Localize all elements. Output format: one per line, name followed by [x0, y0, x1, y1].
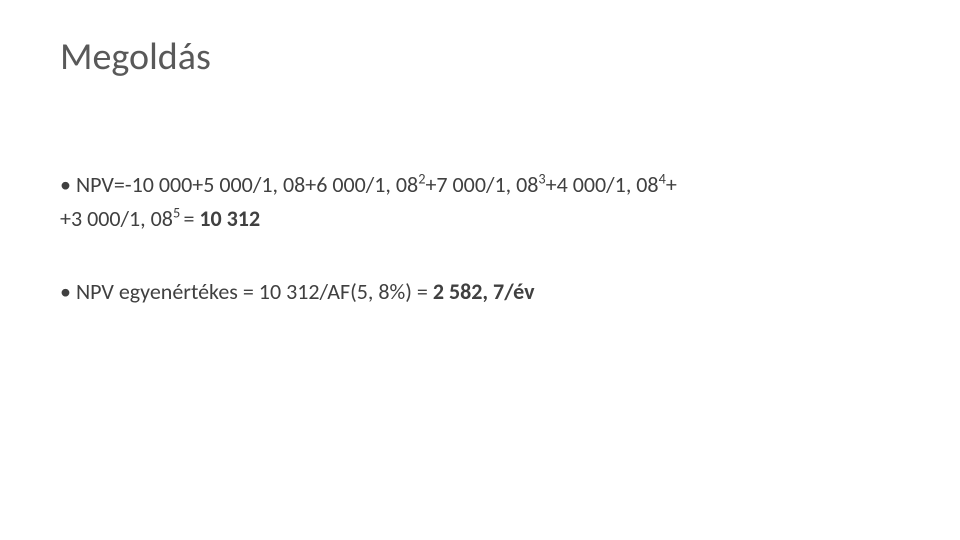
slide: Megoldás • NPV=-10 000+5 000/1, 08+6 000… — [0, 0, 960, 540]
bullet-icon: • — [60, 278, 76, 305]
bullet-icon: • — [60, 171, 76, 198]
body-line: • NPV egyenértékes = 10 312/AF(5, 8%) = … — [60, 277, 900, 307]
slide-body: • NPV=-10 000+5 000/1, 08+6 000/1, 082+7… — [60, 170, 900, 307]
slide-title: Megoldás — [60, 34, 900, 80]
body-line: • NPV=-10 000+5 000/1, 08+6 000/1, 082+7… — [60, 170, 900, 200]
body-line: +3 000/1, 085 = 10 312 — [60, 204, 900, 234]
